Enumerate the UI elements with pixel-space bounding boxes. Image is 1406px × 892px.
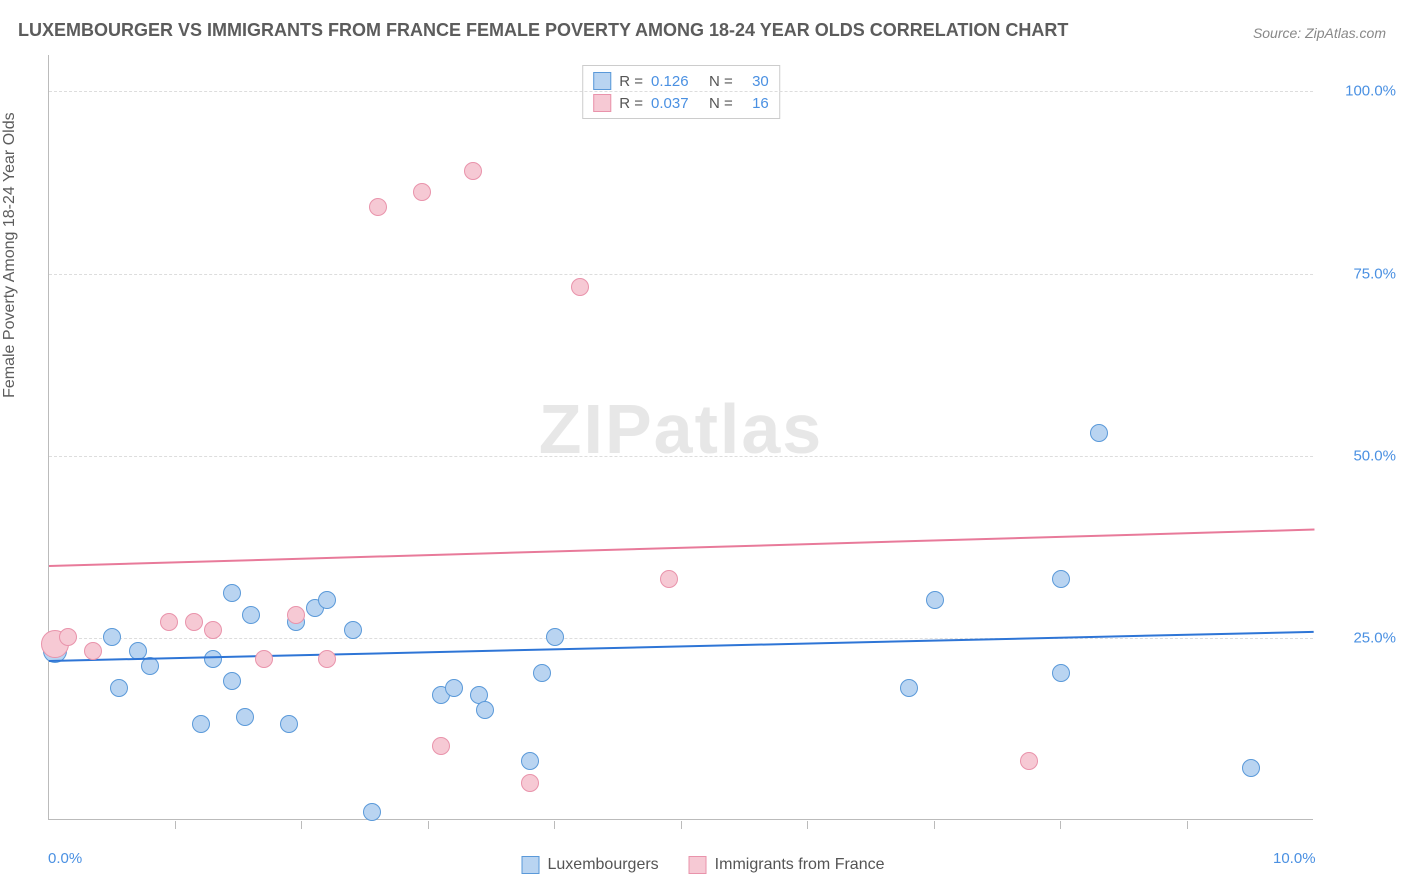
x-minor-tick [554,821,555,829]
grid-line [49,274,1313,275]
scatter-point [521,752,539,770]
x-minor-tick [1060,821,1061,829]
x-tick-label: 10.0% [1273,850,1316,867]
trend-line [49,631,1314,662]
chart-plot-area: ZIPatlas R = 0.126 N = 30 R = 0.037 N = 16 [48,55,1313,820]
scatter-point [318,591,336,609]
n-label: N = [709,73,733,90]
scatter-point [363,803,381,821]
scatter-point [185,613,203,631]
x-minor-tick [807,821,808,829]
scatter-point [223,584,241,602]
grid-line [49,91,1313,92]
series-legend: Luxembourgers Immigrants from France [522,856,885,874]
y-tick-label: 25.0% [1353,629,1396,646]
n-label: N = [709,95,733,112]
scatter-point [521,774,539,792]
scatter-point [236,708,254,726]
scatter-point [464,162,482,180]
legend-swatch [593,72,611,90]
scatter-point [571,278,589,296]
x-minor-tick [681,821,682,829]
grid-line [49,638,1313,639]
scatter-point [1242,759,1260,777]
r-label: R = [619,95,643,112]
scatter-point [1052,570,1070,588]
legend-item: Immigrants from France [689,856,885,874]
scatter-point [192,715,210,733]
scatter-point [432,737,450,755]
scatter-point [242,606,260,624]
scatter-point [204,621,222,639]
legend-row: R = 0.037 N = 16 [593,92,769,114]
trend-line [49,529,1314,567]
x-minor-tick [175,821,176,829]
y-tick-label: 75.0% [1353,265,1396,282]
scatter-point [280,715,298,733]
scatter-point [103,628,121,646]
n-value: 30 [741,73,769,90]
x-minor-tick [428,821,429,829]
scatter-point [369,198,387,216]
source-label: Source: ZipAtlas.com [1253,25,1386,41]
scatter-point [255,650,273,668]
scatter-point [344,621,362,639]
legend-row: R = 0.126 N = 30 [593,70,769,92]
scatter-point [1020,752,1038,770]
scatter-point [318,650,336,668]
scatter-point [160,613,178,631]
legend-label: Immigrants from France [715,856,885,874]
scatter-point [546,628,564,646]
x-minor-tick [301,821,302,829]
legend-swatch [689,856,707,874]
legend-swatch [522,856,540,874]
x-tick-label: 0.0% [48,850,82,867]
scatter-point [413,183,431,201]
scatter-point [533,664,551,682]
x-minor-tick [934,821,935,829]
legend-label: Luxembourgers [548,856,659,874]
r-value: 0.126 [651,73,701,90]
scatter-point [223,672,241,690]
y-axis-label: Female Poverty Among 18-24 Year Olds [1,112,19,398]
legend-swatch [593,94,611,112]
grid-line [49,456,1313,457]
scatter-point [1052,664,1070,682]
scatter-point [445,679,463,697]
scatter-point [476,701,494,719]
scatter-point [287,606,305,624]
y-tick-label: 50.0% [1353,447,1396,464]
scatter-point [84,642,102,660]
chart-title: LUXEMBOURGER VS IMMIGRANTS FROM FRANCE F… [18,20,1068,41]
scatter-point [59,628,77,646]
r-label: R = [619,73,643,90]
scatter-point [1090,424,1108,442]
scatter-point [110,679,128,697]
scatter-point [660,570,678,588]
scatter-point [204,650,222,668]
y-tick-label: 100.0% [1345,83,1396,100]
scatter-point [900,679,918,697]
watermark-text: ZIPatlas [539,389,823,469]
x-minor-tick [1187,821,1188,829]
n-value: 16 [741,95,769,112]
r-value: 0.037 [651,95,701,112]
legend-item: Luxembourgers [522,856,659,874]
scatter-point [926,591,944,609]
